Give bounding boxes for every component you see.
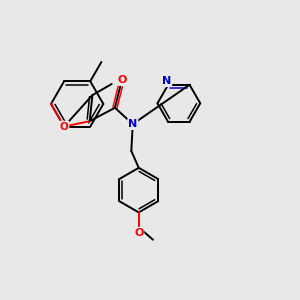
Text: O: O — [117, 75, 127, 85]
Text: O: O — [134, 228, 143, 238]
Text: N: N — [128, 119, 137, 129]
Text: N: N — [162, 76, 171, 86]
Text: O: O — [60, 122, 68, 132]
